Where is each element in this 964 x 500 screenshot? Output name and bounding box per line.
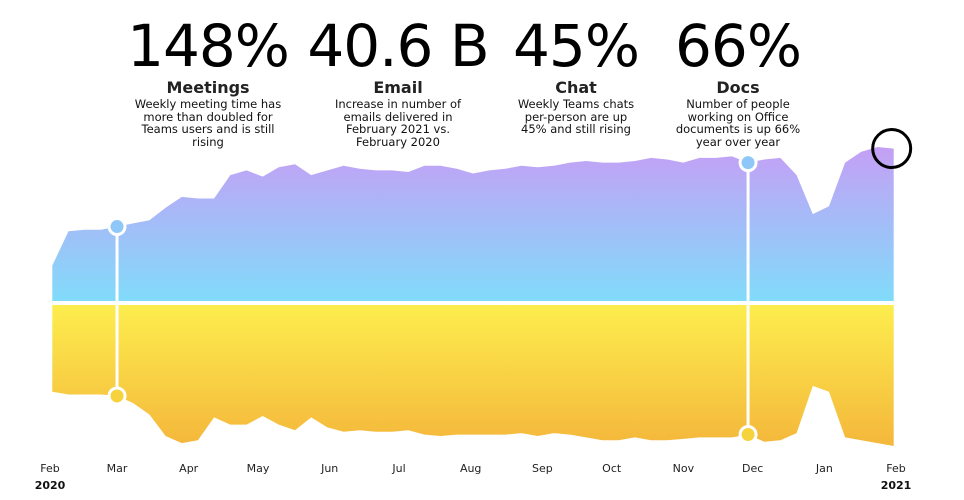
x-year-label: 2020 [35,479,66,492]
x-tick-label: Nov [673,462,695,475]
data-point-marker[interactable] [107,386,127,406]
x-tick-label: Jan [815,462,833,475]
stat-value: 66% [675,12,802,80]
stat-email: 40.6 B Email Increase in number of email… [298,12,498,148]
stat-name: Chat [555,78,597,97]
stat-chat: 45% Chat Weekly Teams chats per-person a… [476,12,676,136]
x-tick-label: Jul [391,462,405,475]
stat-description: Weekly Teams chats per-person are up 45%… [517,97,635,136]
data-point-marker[interactable] [107,217,127,237]
x-tick-label: Feb [886,462,905,475]
stat-docs: 66% Docs Number of people working on Off… [638,12,838,148]
x-year-label: 2021 [881,479,912,492]
highlight-ring [871,128,913,170]
upper-area-series [52,147,894,303]
x-tick-label: Oct [602,462,622,475]
lower-area-series [52,303,894,446]
x-tick-label: Mar [107,462,128,475]
stat-value: 40.6 B [307,12,489,80]
x-tick-label: Aug [460,462,481,475]
x-tick-label: Dec [742,462,763,475]
x-tick-label: Apr [179,462,199,475]
x-tick-label: Sep [532,462,553,475]
stat-name: Docs [716,78,760,97]
data-point-marker[interactable] [738,153,758,173]
stat-name: Email [373,78,423,97]
x-tick-label: Feb [40,462,59,475]
stat-description: Increase in number of emails delivered i… [334,97,462,149]
stat-value: 148% [127,12,290,80]
stat-description: Number of people working on Office docum… [675,97,801,149]
stat-description: Weekly meeting time has more than double… [134,97,282,149]
stat-name: Meetings [166,78,250,97]
x-tick-label: May [247,462,270,475]
stat-meetings: 148% Meetings Weekly meeting time has mo… [108,12,308,148]
data-point-marker[interactable] [738,425,758,445]
stat-value: 45% [513,12,640,80]
x-tick-label: Jun [320,462,338,475]
